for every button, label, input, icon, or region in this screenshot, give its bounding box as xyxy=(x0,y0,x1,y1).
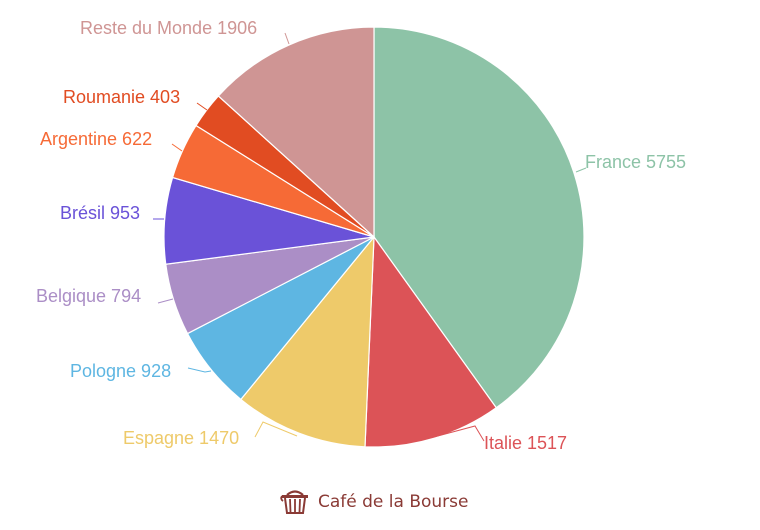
basket-icon xyxy=(280,489,310,515)
brand-footer: Café de la Bourse xyxy=(280,489,468,515)
leader-line xyxy=(157,298,174,304)
slice-label: Italie 1517 xyxy=(484,433,567,453)
leader-line xyxy=(575,167,587,173)
slice-labels: France 5755 Italie 1517 Espagne 1470 Pologn… xyxy=(36,18,686,453)
leader-line xyxy=(433,425,485,442)
leader-line xyxy=(254,421,298,438)
slice-label: Roumanie 403 xyxy=(63,87,180,107)
pie-slice-reste-du-monde xyxy=(217,26,375,239)
pie-slices xyxy=(163,26,585,448)
pie-slice-espagne xyxy=(240,235,375,448)
slice-label: Reste du Monde 1906 xyxy=(80,18,257,38)
slice-label: Argentine 622 xyxy=(40,129,152,149)
pie-slice-italie xyxy=(364,235,498,448)
slice-label: Belgique 794 xyxy=(36,286,141,306)
pie-slice-france xyxy=(373,26,585,409)
slice-label: Espagne 1470 xyxy=(123,428,239,448)
brand-name: Café de la Bourse xyxy=(318,492,469,512)
leader-line xyxy=(284,32,290,45)
leader-lines xyxy=(153,32,587,442)
leader-line xyxy=(196,102,208,111)
leader-line xyxy=(171,143,183,152)
slice-label: Pologne 928 xyxy=(70,361,171,381)
slice-label: Brésil 953 xyxy=(60,203,140,223)
leader-line xyxy=(187,367,212,373)
slice-label: France 5755 xyxy=(585,152,686,172)
